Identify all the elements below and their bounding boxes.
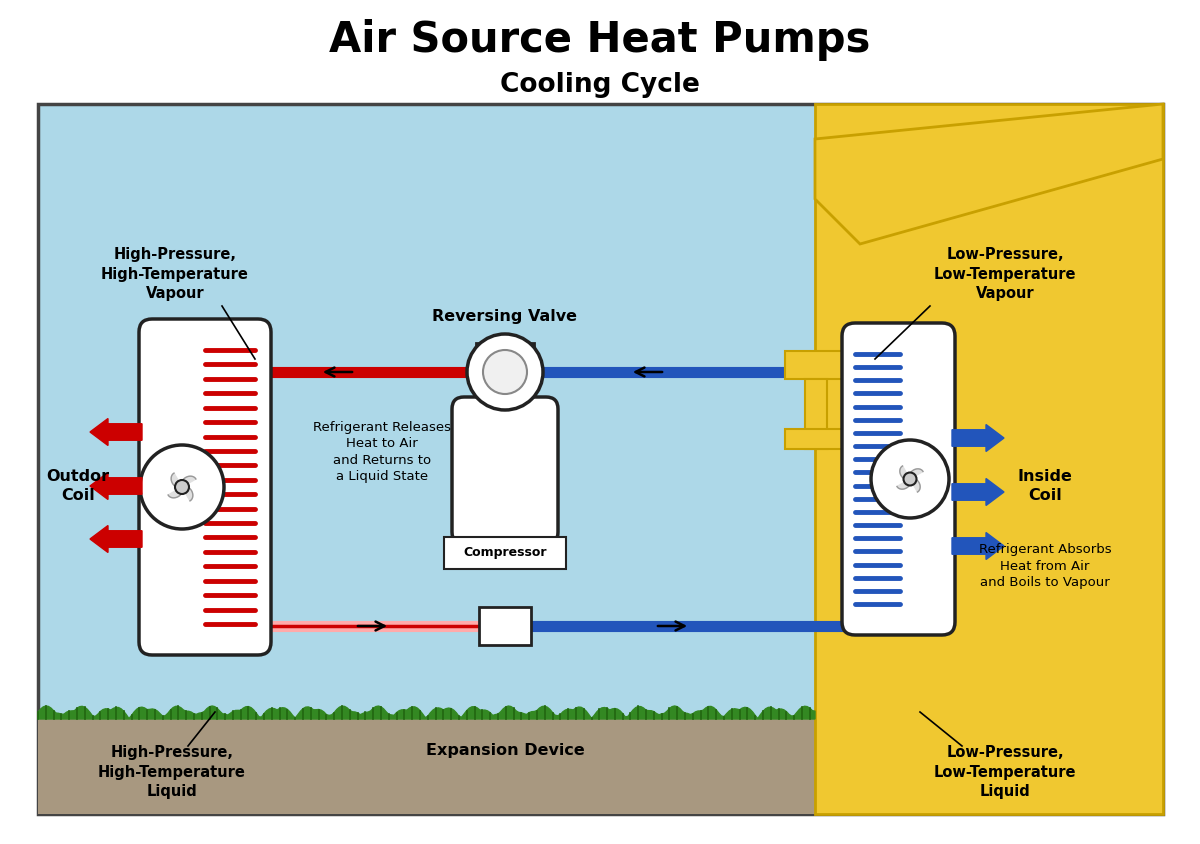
Text: Compressor: Compressor [463,547,547,560]
Bar [479,607,530,645]
FancyArrow shape [952,533,1004,560]
FancyBboxPatch shape [139,319,271,655]
Text: Air Source Heat Pumps: Air Source Heat Pumps [329,19,871,61]
Bar [38,719,1163,814]
Polygon shape [898,479,911,490]
Bar [815,104,1163,814]
Text: Low-Pressure,
Low-Temperature
Liquid: Low-Pressure, Low-Temperature Liquid [934,744,1076,799]
Bar [38,104,1163,814]
Text: Reversing Valve: Reversing Valve [432,309,577,323]
Circle shape [467,334,542,410]
FancyArrow shape [952,479,1004,506]
Bar [805,379,827,449]
FancyBboxPatch shape [842,323,955,635]
Polygon shape [38,706,815,719]
FancyArrow shape [90,526,142,553]
Bar [785,429,845,449]
Circle shape [140,445,224,529]
Text: Refrigerant Releases
Heat to Air
and Returns to
a Liquid State: Refrigerant Releases Heat to Air and Ret… [313,421,451,484]
Text: High-Pressure,
High-Temperature
Vapour: High-Pressure, High-Temperature Vapour [101,246,248,301]
Polygon shape [182,486,193,500]
Text: Inside
Coil: Inside Coil [1018,468,1073,503]
Polygon shape [900,466,910,479]
Bar [785,351,845,379]
Text: Low-Pressure,
Low-Temperature
Vapour: Low-Pressure, Low-Temperature Vapour [934,246,1076,301]
FancyArrow shape [90,419,142,446]
Text: High-Pressure,
High-Temperature
Liquid: High-Pressure, High-Temperature Liquid [98,744,246,799]
Circle shape [175,480,190,494]
Bar [444,537,566,569]
Text: Expansion Device: Expansion Device [426,744,584,759]
Text: Cooling Cycle: Cooling Cycle [500,72,700,98]
Polygon shape [910,469,923,479]
Polygon shape [181,476,196,487]
Circle shape [482,350,527,394]
FancyBboxPatch shape [452,397,558,544]
Polygon shape [172,473,182,488]
FancyArrow shape [952,425,1004,452]
Circle shape [871,440,949,518]
Text: Outdor
Coil: Outdor Coil [47,468,109,503]
Polygon shape [910,479,920,492]
Bar [476,343,534,401]
Polygon shape [168,487,182,498]
Text: Refrigerant Absorbs
Heat from Air
and Boils to Vapour: Refrigerant Absorbs Heat from Air and Bo… [979,543,1111,589]
Polygon shape [815,104,1163,244]
Circle shape [904,473,917,485]
FancyArrow shape [90,473,142,500]
